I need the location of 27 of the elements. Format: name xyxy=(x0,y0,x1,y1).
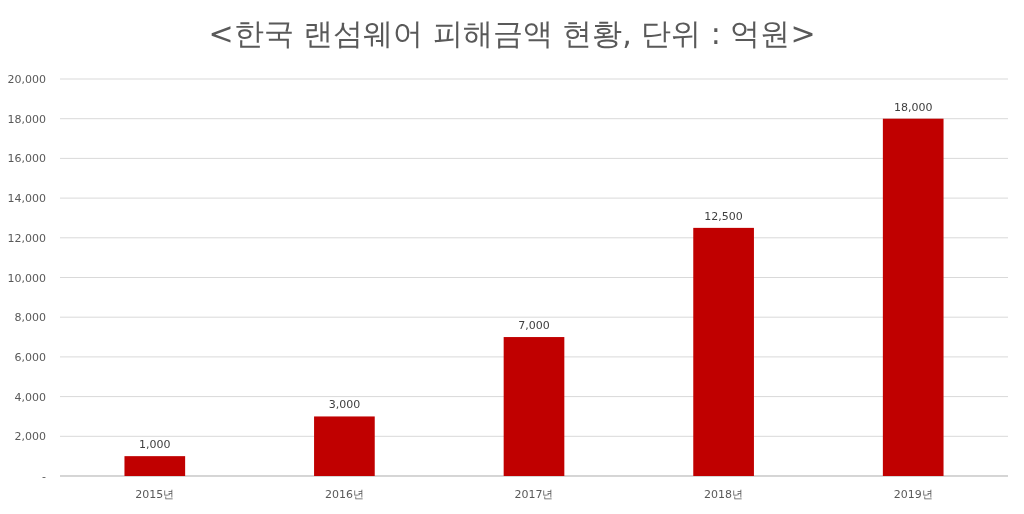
x-tick-label: 2016년 xyxy=(324,488,364,501)
y-tick-label: 16,000 xyxy=(7,152,46,166)
data-label: 3,000 xyxy=(328,398,361,412)
x-tick-label: 2018년 xyxy=(704,488,744,501)
bar xyxy=(882,118,944,476)
x-tick-label: 2017년 xyxy=(514,488,554,501)
y-tick-label: 4,000 xyxy=(14,390,46,404)
y-tick-label: 14,000 xyxy=(7,192,46,206)
y-tick-label: - xyxy=(42,470,47,483)
y-tick-label: 8,000 xyxy=(14,311,46,325)
y-tick-label: 10,000 xyxy=(7,271,46,285)
bar xyxy=(503,337,565,476)
x-tick-label: 2015년 xyxy=(135,488,175,501)
bar xyxy=(124,456,186,476)
x-tick-label: 2019년 xyxy=(893,488,933,501)
data-label: 12,500 xyxy=(704,209,743,223)
data-label: 7,000 xyxy=(518,319,550,333)
bar xyxy=(314,416,375,476)
y-tick-label: 2,000 xyxy=(14,430,46,444)
data-label: 1,000 xyxy=(139,438,171,452)
y-tick-label: 6,000 xyxy=(14,350,46,364)
data-label: 18,000 xyxy=(893,100,933,114)
bar xyxy=(693,227,754,476)
y-tick-label: 20,000 xyxy=(7,73,46,86)
y-tick-label: 12,000 xyxy=(7,231,46,245)
chart-title: <한국 랜섬웨어 피해금액 현황, 단위 : 억원> xyxy=(208,16,816,51)
y-tick-label: 18,000 xyxy=(7,112,46,126)
